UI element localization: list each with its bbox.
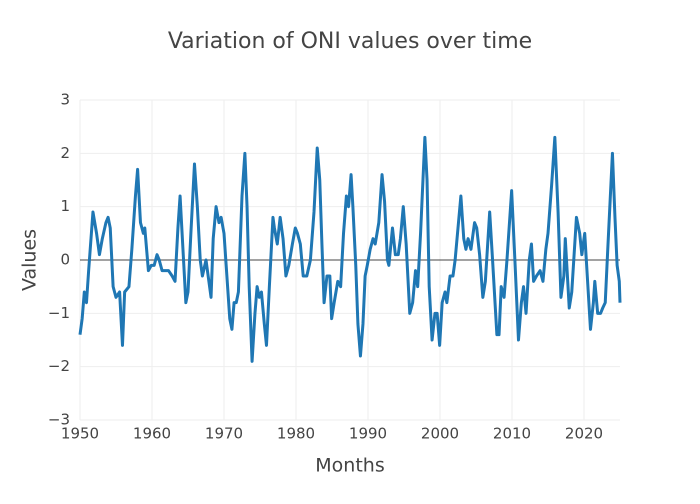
x-tick-label: 1980 <box>277 425 315 443</box>
y-tick-label: 0 <box>60 251 70 269</box>
x-axis-title: Months <box>315 455 384 477</box>
y-tick-label: 2 <box>60 144 70 162</box>
y-tick-label: 1 <box>60 197 70 215</box>
y-tick-label: −2 <box>48 357 70 375</box>
x-tick-label: 1990 <box>349 425 387 443</box>
x-tick-label: 2010 <box>493 425 531 443</box>
y-tick-label: −3 <box>48 411 70 429</box>
x-tick-label: 1950 <box>61 425 99 443</box>
y-axis-title: Values <box>19 229 41 291</box>
x-tick-label: 1960 <box>133 425 171 443</box>
chart-title: Variation of ONI values over time <box>168 29 532 54</box>
y-tick-label: 3 <box>60 91 70 109</box>
x-tick-label: 2020 <box>565 425 603 443</box>
y-tick-label: −1 <box>48 304 70 322</box>
x-tick-label: 2000 <box>421 425 459 443</box>
x-tick-label: 1970 <box>205 425 243 443</box>
data-line <box>78 135 622 363</box>
